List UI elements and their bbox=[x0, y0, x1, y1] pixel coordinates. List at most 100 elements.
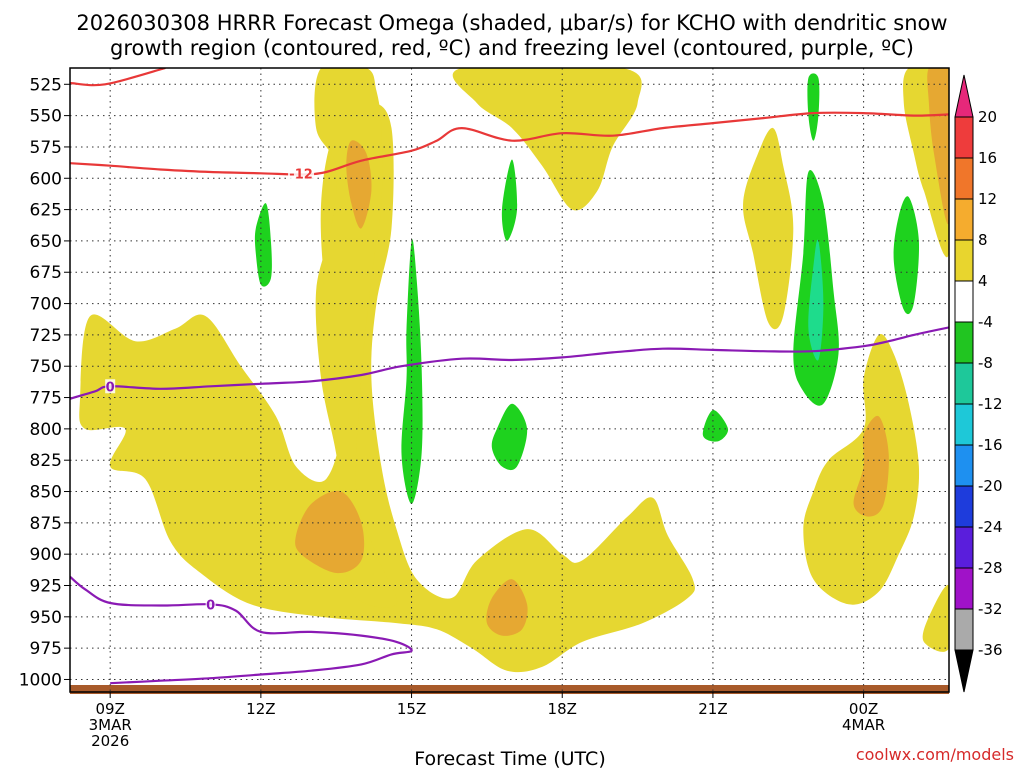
shade-corner-core bbox=[927, 68, 949, 225]
contour-labels: -12 0 0 bbox=[105, 166, 315, 613]
contour-label-bg bbox=[105, 379, 116, 394]
y-tick-label-725: 725 bbox=[30, 326, 62, 346]
x-tick-label-line: 12Z bbox=[246, 700, 275, 718]
colorbar-box bbox=[954, 321, 974, 364]
y-tick-label-850: 850 bbox=[30, 483, 62, 503]
colorbar-box bbox=[954, 567, 974, 610]
shade-sink-1700 bbox=[491, 403, 528, 471]
shade-sink-core bbox=[808, 239, 824, 361]
colorbar-box bbox=[954, 239, 974, 282]
contour-label-freezing-main: 0 bbox=[106, 380, 115, 395]
x-axis-title: Forecast Time (UTC) bbox=[414, 748, 605, 768]
contour-label-dgz-lower: -12 bbox=[289, 167, 313, 182]
shade-upper-column bbox=[314, 68, 398, 608]
shade-bottom-center-core bbox=[486, 579, 528, 636]
x-tick-label-15Z: 15Z bbox=[397, 700, 426, 718]
y-tick-label-800: 800 bbox=[30, 420, 62, 440]
colorbar-label-20: 20 bbox=[978, 108, 997, 126]
omega-shaded-regions bbox=[79, 68, 949, 673]
y-tick-label-775: 775 bbox=[30, 389, 62, 409]
x-tick-label-line: 18Z bbox=[548, 700, 577, 718]
y-tick-label-575: 575 bbox=[30, 138, 62, 158]
ground-strip bbox=[70, 685, 949, 694]
shade-top-center bbox=[452, 68, 642, 211]
x-tick-label-21Z: 21Z bbox=[698, 700, 727, 718]
colorbar-box bbox=[954, 485, 974, 528]
contour-freezing-low bbox=[70, 575, 413, 685]
shade-lower-left-core bbox=[295, 490, 365, 574]
colorbar-bottom-arrow bbox=[954, 649, 974, 693]
colorbar-label--36: -36 bbox=[978, 641, 1003, 659]
colorbar-box bbox=[954, 280, 974, 323]
colorbar-label--12: -12 bbox=[978, 395, 1003, 413]
contour-label-bg bbox=[205, 597, 216, 612]
x-tick-label-line: 09Z bbox=[95, 700, 124, 718]
y-tick-label-675: 675 bbox=[30, 263, 62, 283]
shade-right-bottom-blob bbox=[803, 334, 920, 605]
shade-sink-12z bbox=[254, 203, 272, 287]
x-tick-label-line: 4MAR bbox=[842, 716, 885, 734]
x-tick-label-00Z: 00Z 4MAR bbox=[842, 700, 885, 734]
chart-title-line-2: growth region (contoured, red, ºC) and f… bbox=[110, 36, 914, 60]
shade-bottom-right-corner bbox=[922, 584, 949, 652]
colorbar-label--8: -8 bbox=[978, 354, 993, 372]
x-tick-label-line: 2026 bbox=[91, 732, 129, 750]
colorbar-label-4: 4 bbox=[978, 272, 988, 290]
colorbar-label--32: -32 bbox=[978, 600, 1003, 618]
shade-sink-2300 bbox=[807, 73, 820, 141]
y-tick-label-1000: 1000 bbox=[19, 670, 62, 690]
colorbar-top-arrow bbox=[954, 74, 974, 118]
colorbar-box bbox=[954, 444, 974, 487]
plot-frame bbox=[69, 67, 950, 693]
x-tick-label-line: 21Z bbox=[698, 700, 727, 718]
y-tick-label-625: 625 bbox=[30, 201, 62, 221]
x-tick-label-09Z: 09Z 3MAR 2026 bbox=[89, 700, 132, 750]
y-tick-label-600: 600 bbox=[30, 169, 62, 189]
colorbar-label--24: -24 bbox=[978, 518, 1003, 536]
colorbar-label--28: -28 bbox=[978, 559, 1003, 577]
colorbar-label--16: -16 bbox=[978, 436, 1003, 454]
shade-sink-2100 bbox=[702, 410, 729, 442]
y-tick-label-975: 975 bbox=[30, 639, 62, 659]
chart-title-line-1: 2026030308 HRRR Forecast Omega (shaded, … bbox=[76, 11, 947, 35]
y-tick-label-700: 700 bbox=[30, 295, 62, 315]
y-tick-label-825: 825 bbox=[30, 451, 62, 471]
colorbar-label--4: -4 bbox=[978, 313, 993, 331]
x-tick-label-18Z: 18Z bbox=[548, 700, 577, 718]
credit-text: coolwx.com/models bbox=[856, 745, 1014, 764]
colorbar-label-8: 8 bbox=[978, 231, 988, 249]
y-tick-label-550: 550 bbox=[30, 107, 62, 127]
contour-label-bg bbox=[288, 166, 315, 181]
y-tick-label-950: 950 bbox=[30, 608, 62, 628]
colorbar-box bbox=[954, 403, 974, 446]
x-tick-label-12Z: 12Z bbox=[246, 700, 275, 718]
x-tick-label-line: 00Z bbox=[849, 700, 878, 718]
shade-sink-2330 bbox=[893, 196, 920, 315]
colorbar-label--20: -20 bbox=[978, 477, 1003, 495]
colorbar-box bbox=[954, 362, 974, 405]
x-tick-label-line: 3MAR bbox=[89, 716, 132, 734]
colorbar-box bbox=[954, 198, 974, 241]
shade-top-right-finger bbox=[743, 127, 794, 330]
contour-dgz-lower bbox=[70, 111, 949, 176]
contour-freezing-main bbox=[70, 326, 949, 400]
y-tick-label-875: 875 bbox=[30, 514, 62, 534]
grid-lines bbox=[70, 68, 949, 692]
colorbar-box bbox=[954, 526, 974, 569]
y-tick-label-525: 525 bbox=[30, 75, 62, 95]
x-tick-label-line: 15Z bbox=[397, 700, 426, 718]
temperature-contours bbox=[70, 68, 949, 685]
colorbar-box bbox=[954, 157, 974, 200]
contour-dgz-upper bbox=[70, 68, 166, 87]
shade-sink-1650 bbox=[501, 159, 518, 241]
colorbar-box bbox=[954, 608, 974, 651]
y-tick-label-650: 650 bbox=[30, 232, 62, 252]
contour-label-freezing-low: 0 bbox=[206, 598, 215, 613]
shade-west-low-lobe bbox=[79, 103, 695, 673]
colorbar-label-12: 12 bbox=[978, 190, 997, 208]
y-axis-pressure: 525 550 575 600 625 650 675 700 725 750 775 800 825 8… bbox=[19, 75, 70, 690]
colorbar-label-16: 16 bbox=[978, 149, 997, 167]
y-tick-label-925: 925 bbox=[30, 576, 62, 596]
x-axis-time: 09Z 3MAR 2026 12Z 15Z 18Z 21Z 00Z 4MAR bbox=[89, 692, 885, 750]
